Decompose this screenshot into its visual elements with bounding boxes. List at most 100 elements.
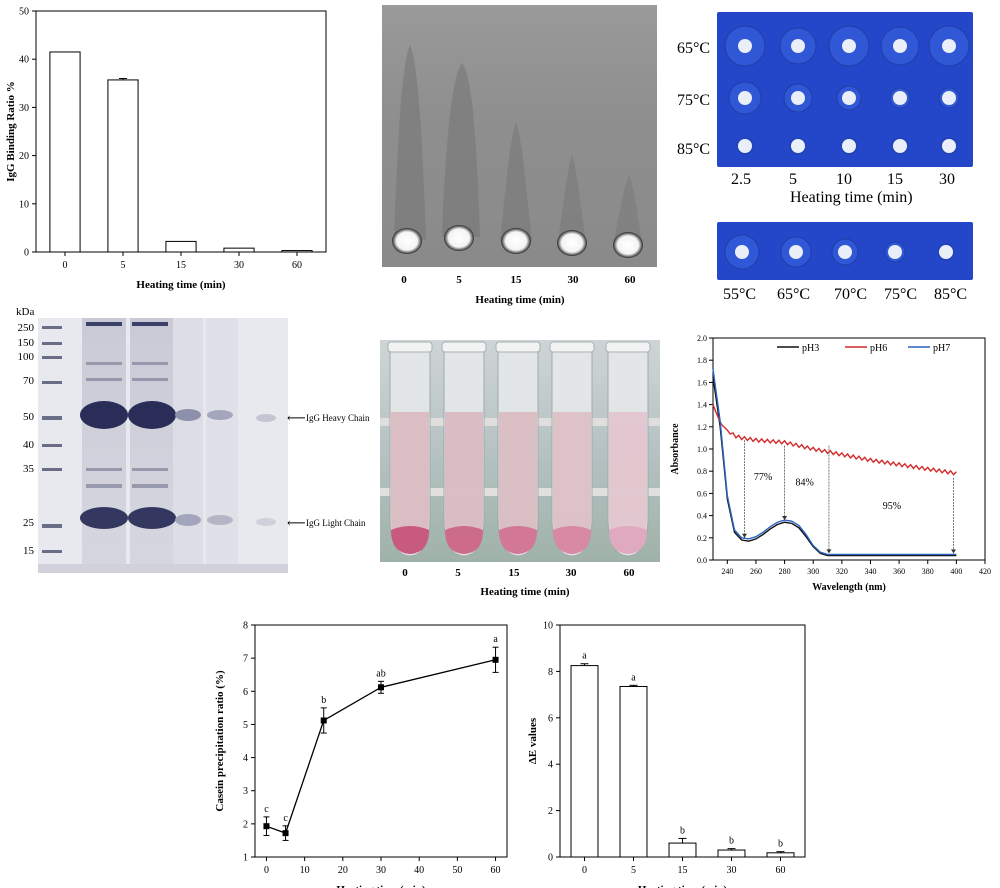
x-tick-label: 260 xyxy=(750,567,762,576)
legend-label-ph6: pH6 xyxy=(870,343,887,354)
col-label-10: 10 xyxy=(836,171,852,188)
annotation-77: 77% xyxy=(754,472,772,483)
x-axis-title: Wavelength (nm) xyxy=(812,582,886,593)
y-tick-label: 0.6 xyxy=(697,489,707,498)
arrow-head xyxy=(951,549,957,554)
mw-marker-150: 150 xyxy=(17,337,35,349)
tube-pellet xyxy=(391,526,429,554)
well xyxy=(893,91,907,105)
y-tick-label: 0.2 xyxy=(697,534,707,543)
well xyxy=(939,245,953,259)
data-point xyxy=(492,656,499,663)
legend-label-ph3: pH3 xyxy=(802,343,819,354)
annotation-84: 84% xyxy=(795,478,813,489)
mw-marker-40: 40 xyxy=(23,439,34,451)
mw-marker-100: 100 xyxy=(17,351,35,363)
plate-xlabel: Heating time (min) xyxy=(790,189,913,206)
temp-label-55: 55°C xyxy=(723,286,757,303)
x-tick-label: 20 xyxy=(338,865,348,876)
data-point xyxy=(263,823,270,830)
y-tick-label: 0.4 xyxy=(697,512,707,521)
heavy-chain-label: IgG Heavy Chain xyxy=(306,413,370,423)
tube-lane-5: 5 xyxy=(455,567,461,579)
x-axis-title: Heating time (min) xyxy=(638,884,728,888)
significance-letter: b xyxy=(778,839,783,850)
mw-marker-250: 250 xyxy=(17,322,35,334)
y-tick-label: 0.8 xyxy=(697,467,707,476)
y-tick-label: 8 xyxy=(243,621,248,632)
y-axis-title: ΔE values xyxy=(527,717,539,764)
x-tick-label: 40 xyxy=(414,865,424,876)
arrow-head xyxy=(741,533,747,538)
mw-marker-50: 50 xyxy=(23,411,34,423)
x-tick-label: 15 xyxy=(678,865,688,876)
tube-cap xyxy=(387,341,433,353)
well xyxy=(942,139,956,153)
y-tick-label: 1.6 xyxy=(697,378,707,387)
diffusion-tracks xyxy=(392,45,643,258)
row-label-75: 75°C xyxy=(677,92,711,109)
y-tick-label: 0 xyxy=(24,248,29,259)
tube-cap xyxy=(495,341,541,353)
x-tick-label: 300 xyxy=(807,567,819,576)
y-tick-label: 3 xyxy=(243,786,248,797)
y-axis-title: IgG Binding Ratio % xyxy=(5,81,17,182)
x-tick-label: 5 xyxy=(121,260,126,271)
sds-gel xyxy=(38,318,288,573)
well xyxy=(942,39,956,53)
series-line-ph6 xyxy=(712,404,957,476)
y-tick-label: 0.0 xyxy=(697,556,707,565)
mw-marker-25: 25 xyxy=(23,517,34,529)
well xyxy=(888,245,902,259)
plate-row-temps xyxy=(717,222,973,280)
y-tick-label: 4 xyxy=(243,753,248,764)
plate-grid xyxy=(717,12,973,167)
data-point xyxy=(320,717,327,724)
mw-marker-15: 15 xyxy=(23,545,34,557)
absorbance-chart: 0.0 0.2 0.4 0.6 0.8 1.0 1.2 1.4 1.6 1.8 2.0 240 260 2… xyxy=(670,334,991,593)
arrow-head xyxy=(782,516,788,521)
tube-lane-30: 30 xyxy=(565,567,577,579)
y-tick-label: 1.2 xyxy=(697,423,707,432)
row-label-85: 85°C xyxy=(677,141,711,158)
significance-letter: b xyxy=(729,836,734,847)
well xyxy=(893,39,907,53)
well xyxy=(791,139,805,153)
series-line-ph7 xyxy=(712,368,957,556)
bar-0 xyxy=(570,665,599,858)
mw-marker-35: 35 xyxy=(23,463,34,475)
significance-letter: a xyxy=(493,634,498,645)
kda-label: kDa xyxy=(16,306,35,318)
row-label-65: 65°C xyxy=(677,40,711,57)
casein-precipitation-chart: 1 2 3 4 5 6 7 8 0 10 20 30 40 50 60 c c b ab a Heating time … xyxy=(214,621,508,888)
well xyxy=(738,139,752,153)
igg-binding-chart: 0 10 20 30 40 50 0 5 15 30 60 Heating time (min) IgG… xyxy=(5,7,327,291)
x-tick-label: 30 xyxy=(727,865,737,876)
significance-letter: c xyxy=(283,813,288,824)
x-tick-label: 280 xyxy=(779,567,791,576)
x-tick-label: 60 xyxy=(776,865,786,876)
gel-bands xyxy=(38,318,288,573)
tube-lane-60: 60 xyxy=(623,567,635,579)
gel-diffusion-photo xyxy=(382,5,657,267)
bar-5 xyxy=(619,685,648,858)
data-point xyxy=(282,830,289,837)
well xyxy=(789,245,803,259)
arrow-head xyxy=(826,549,832,554)
well xyxy=(735,245,749,259)
plate-temp-wells xyxy=(724,234,955,270)
annotation-95: 95% xyxy=(883,501,901,512)
temp-label-65: 65°C xyxy=(777,286,811,303)
y-tick-label: 0 xyxy=(548,853,553,864)
tube-pellet xyxy=(609,526,647,554)
significance-letter: ab xyxy=(376,668,385,679)
x-axis-title: Heating time (min) xyxy=(336,884,426,888)
significance-letter: a xyxy=(582,651,587,662)
y-tick-label: 1.0 xyxy=(697,445,707,454)
temp-label-85: 85°C xyxy=(934,286,968,303)
x-tick-label: 60 xyxy=(491,865,501,876)
x-tick-label: 30 xyxy=(376,865,386,876)
x-tick-label: 360 xyxy=(893,567,905,576)
gel-lane-5: 5 xyxy=(456,274,462,286)
x-tick-label: 15 xyxy=(176,260,186,271)
